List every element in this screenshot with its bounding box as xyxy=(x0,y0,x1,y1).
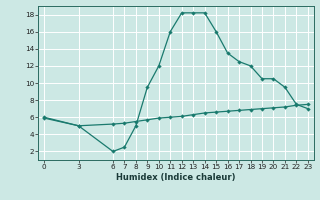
X-axis label: Humidex (Indice chaleur): Humidex (Indice chaleur) xyxy=(116,173,236,182)
